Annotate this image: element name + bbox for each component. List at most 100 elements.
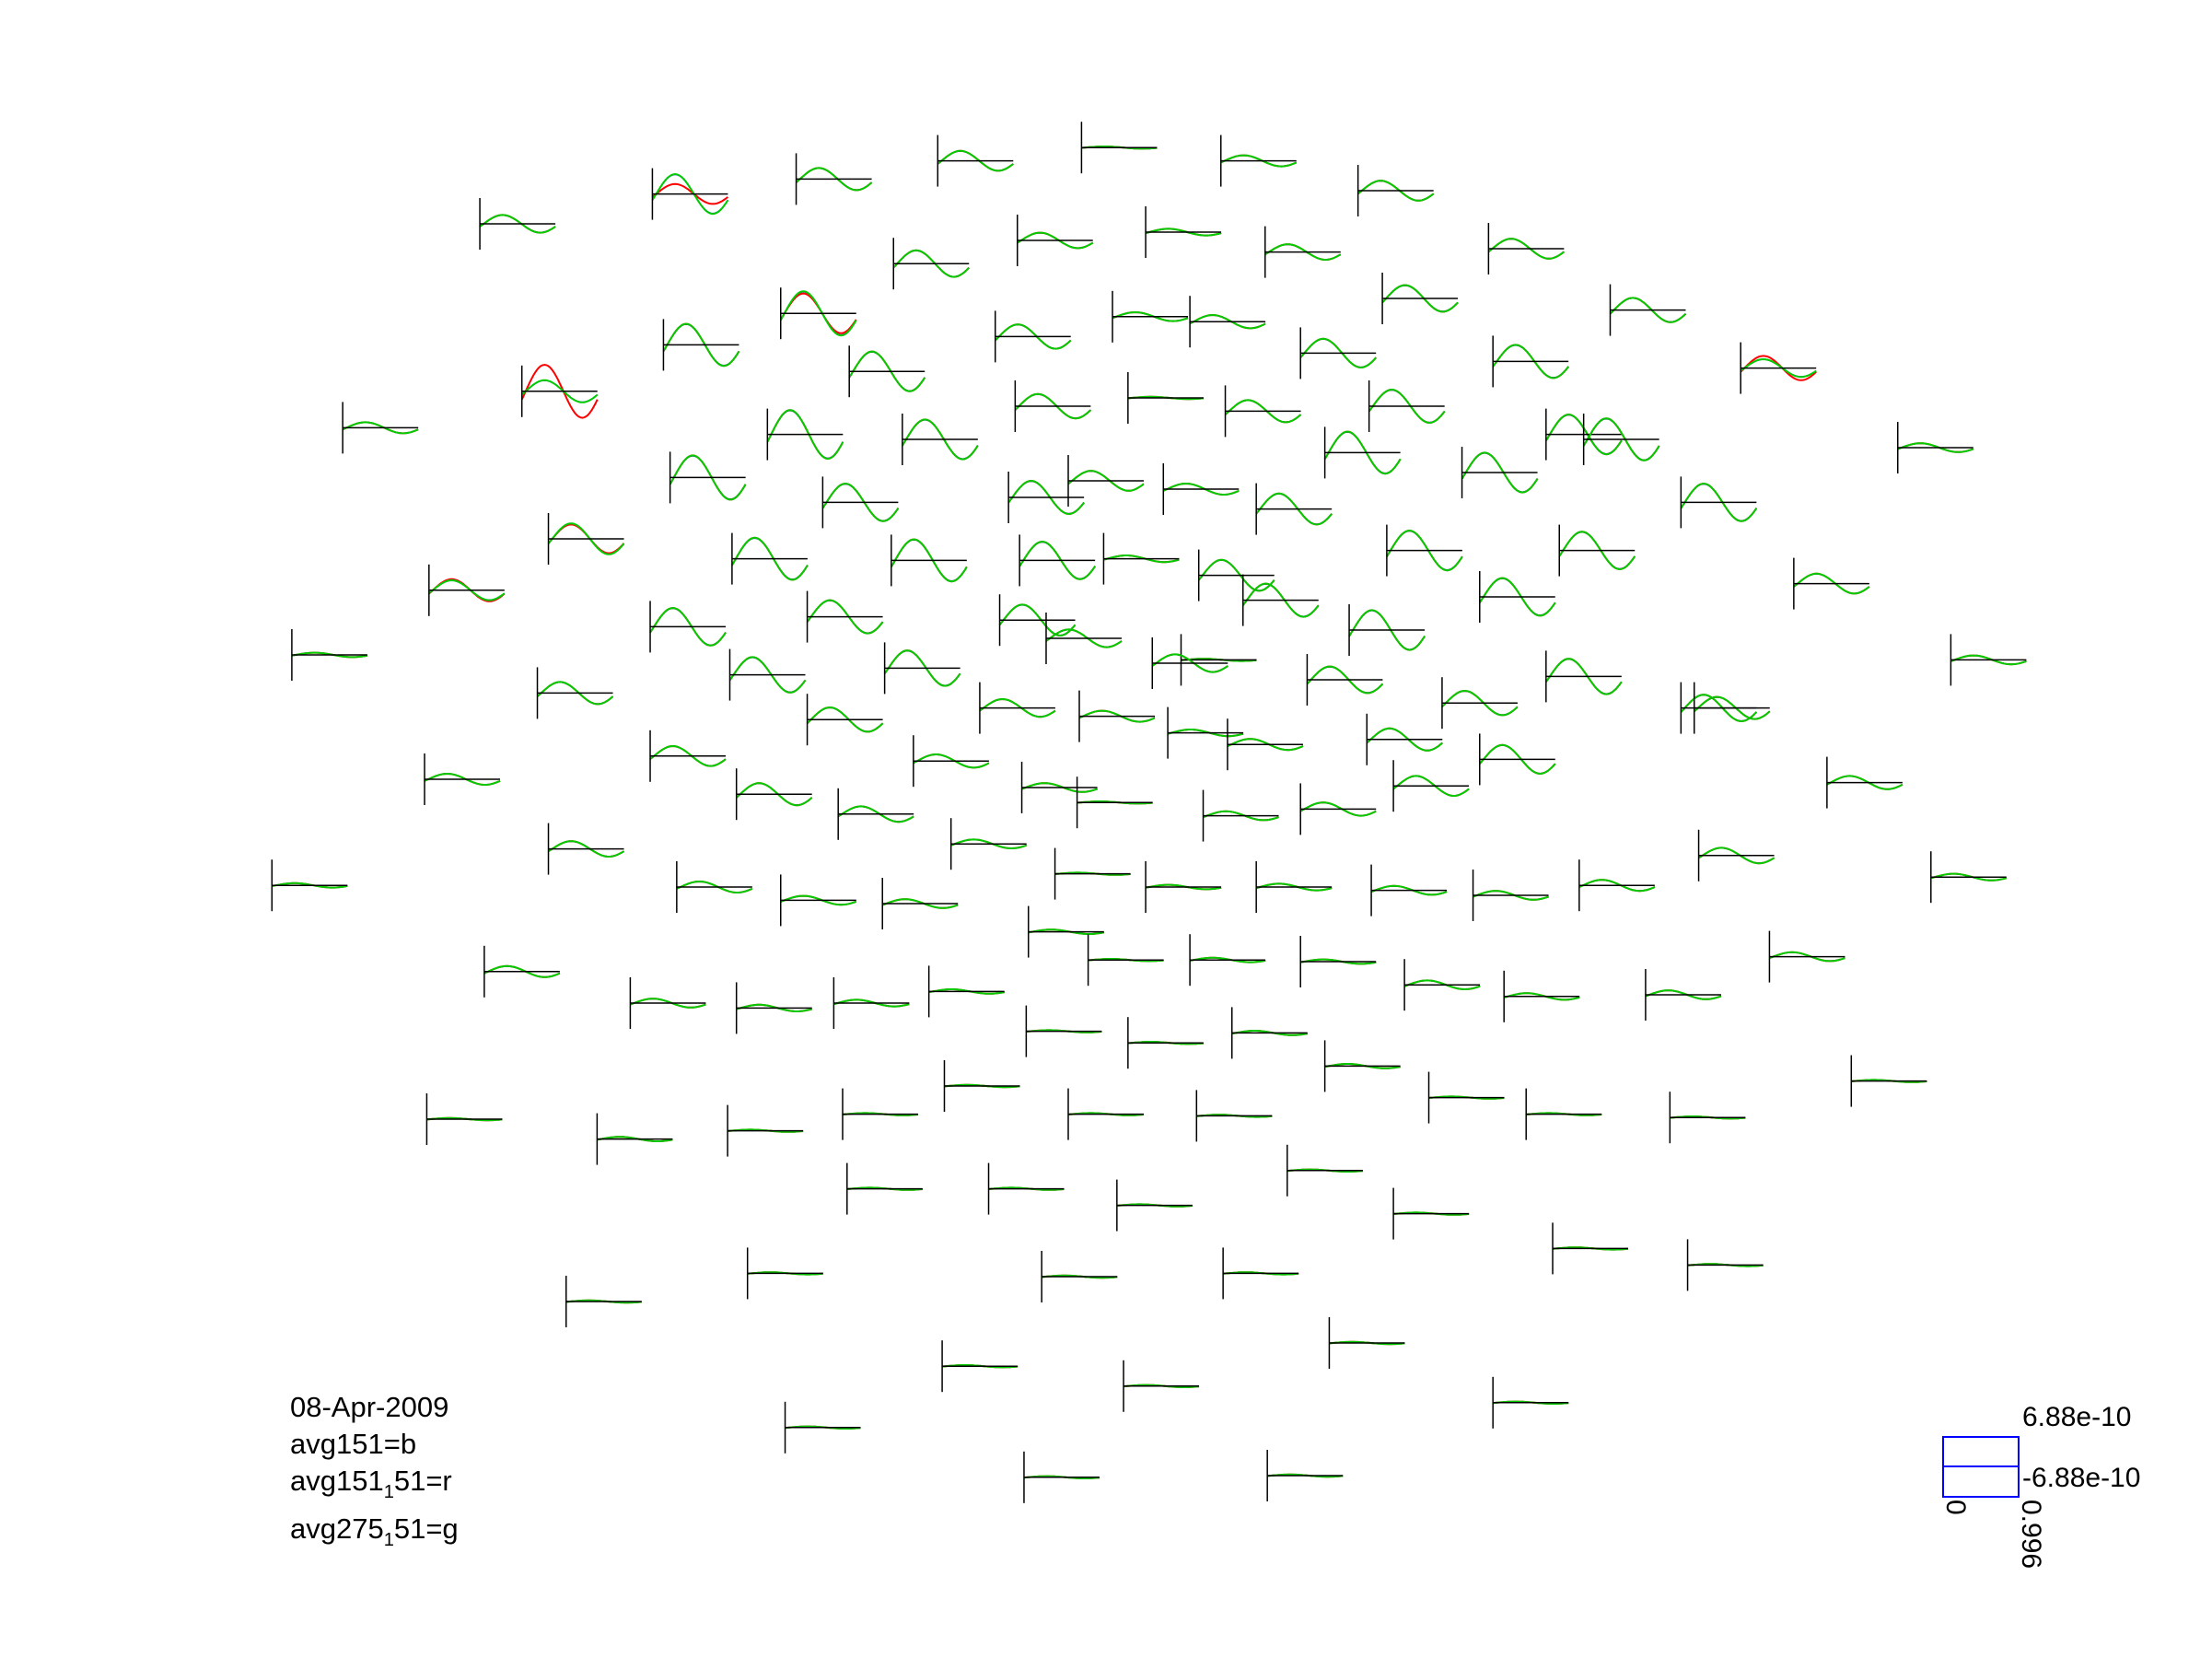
channel-4 — [1080, 122, 1158, 174]
channel-52 — [428, 564, 506, 616]
legend-entry-red: avg151151=r — [290, 1465, 452, 1502]
channel-55 — [998, 594, 1077, 647]
channel-148 — [1023, 1451, 1100, 1503]
channel-37 — [1007, 472, 1085, 523]
trace-avg275-1-51 — [1017, 231, 1094, 250]
channel-137 — [1552, 1222, 1629, 1275]
trace-avg275-1-51 — [937, 149, 1014, 172]
channel-0 — [479, 198, 556, 250]
trace-avg275-1-51 — [1299, 337, 1377, 369]
channel-9 — [1145, 206, 1222, 258]
channel-134 — [1116, 1179, 1193, 1232]
channel-35 — [669, 451, 747, 504]
trace-avg275-1-51 — [913, 753, 990, 769]
channel-70 — [806, 694, 884, 746]
trace-avg275-1-51 — [1255, 492, 1333, 526]
channel-93 — [779, 874, 857, 927]
trace-avg275-1-51 — [779, 290, 857, 337]
channel-54 — [806, 590, 884, 643]
trace-avg275-1-51 — [1897, 442, 1974, 453]
trace-avg275-1-51 — [342, 421, 419, 435]
trace-avg275-1-51 — [1021, 782, 1098, 793]
channel-18 — [1381, 273, 1459, 324]
trace-avg275-1-51 — [630, 998, 706, 1009]
trace-avg275-1-51 — [806, 599, 884, 635]
channel-65 — [1151, 637, 1228, 689]
channel-64 — [1180, 634, 1257, 686]
trace-avg275-1-51 — [1544, 658, 1623, 695]
channel-33 — [1582, 414, 1660, 465]
channel-50 — [1558, 524, 1636, 577]
channel-19 — [1609, 284, 1687, 336]
channel-73 — [1167, 706, 1244, 759]
channel-40 — [1255, 483, 1333, 535]
channel-149 — [1266, 1450, 1344, 1501]
trace-avg275-1-51 — [651, 172, 729, 216]
trace-avg275-1-51 — [547, 522, 625, 555]
channel-133 — [987, 1162, 1065, 1215]
scale-indicator — [1942, 1436, 2020, 1498]
legend: 08-Apr-2009 avg151=b avg151151=r avg2751… — [290, 1389, 459, 1559]
channel-26 — [902, 414, 979, 465]
channel-3 — [937, 134, 1014, 187]
trace-avg275-1-51 — [837, 805, 914, 823]
channel-46 — [1019, 534, 1097, 587]
channel-120 — [1323, 1040, 1401, 1092]
trace-avg275-1-51 — [649, 744, 727, 767]
trace-avg275-1-51 — [479, 214, 556, 234]
trace-avg275-1-51 — [1151, 653, 1228, 673]
trace-avg275-1-51 — [1609, 297, 1687, 323]
trace-avg275-1-51 — [1162, 482, 1240, 496]
channel-17 — [1189, 296, 1266, 348]
channel-74 — [1227, 718, 1304, 771]
channel-113 — [1403, 959, 1481, 1011]
trace-avg275-1-51 — [1145, 228, 1222, 237]
trace-avg275-1-51 — [1241, 582, 1320, 618]
channel-105 — [629, 977, 706, 1029]
channel-140 — [1041, 1251, 1118, 1302]
trace-avg275-1-51 — [1227, 738, 1304, 752]
channel-127 — [1195, 1090, 1273, 1142]
trace-avg275-1-51 — [1386, 529, 1463, 572]
trace-avg275-1-51 — [1680, 482, 1758, 522]
legend-date: 08-Apr-2009 — [290, 1391, 449, 1423]
channel-63 — [883, 642, 961, 695]
trace-avg275-1-51 — [1826, 775, 1903, 790]
channel-96 — [1054, 847, 1131, 900]
channel-27 — [1014, 380, 1092, 432]
trace-avg275-1-51 — [736, 782, 813, 807]
trace-avg275-1-51 — [483, 964, 561, 978]
trace-avg275-1-51 — [795, 167, 873, 192]
channel-58 — [1478, 571, 1556, 623]
channel-43 — [547, 513, 625, 565]
channel-84 — [1202, 789, 1279, 842]
channel-136 — [1392, 1187, 1470, 1240]
channel-20 — [1299, 327, 1377, 379]
channel-101 — [1578, 859, 1656, 912]
channel-42 — [1680, 476, 1758, 529]
channel-143 — [941, 1340, 1019, 1393]
channel-16 — [1112, 290, 1189, 343]
trace-avg275-1-51 — [1203, 810, 1279, 822]
trace-avg275-1-51 — [998, 603, 1077, 637]
trace-avg275-1-51 — [536, 681, 614, 706]
channel-145 — [1328, 1317, 1405, 1369]
trace-avg275-1-51 — [1492, 344, 1569, 379]
channel-56 — [1045, 613, 1123, 664]
channel-66 — [1306, 654, 1384, 706]
channel-88 — [1694, 682, 1771, 734]
trace-avg275-1-51 — [1694, 695, 1771, 720]
trace-avg275-1-51 — [1220, 154, 1298, 168]
trace-avg275-1-51 — [1558, 531, 1636, 571]
channel-95 — [949, 818, 1028, 870]
channel-81 — [913, 735, 990, 788]
trace-avg275-1-51 — [1478, 577, 1556, 617]
trace-avg275-1-51 — [950, 838, 1028, 850]
channel-123 — [727, 1104, 804, 1157]
channel-104 — [483, 945, 561, 998]
channel-110 — [1087, 934, 1164, 987]
channel-138 — [565, 1276, 642, 1327]
channel-78 — [649, 730, 727, 782]
channel-126 — [1067, 1088, 1145, 1140]
